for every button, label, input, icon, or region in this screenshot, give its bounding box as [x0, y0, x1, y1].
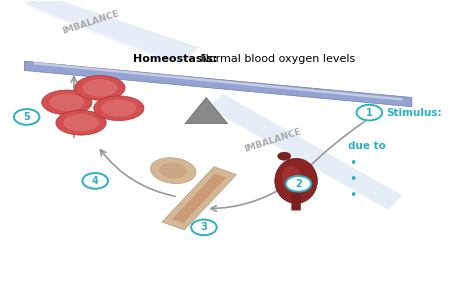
Circle shape [191, 220, 217, 235]
Polygon shape [34, 1, 180, 62]
Text: IMBALANCE: IMBALANCE [243, 127, 302, 154]
Circle shape [356, 105, 382, 120]
Ellipse shape [150, 158, 196, 184]
Ellipse shape [282, 166, 301, 190]
Polygon shape [34, 62, 402, 101]
Text: •: • [349, 189, 357, 202]
Text: 4: 4 [92, 176, 99, 186]
Polygon shape [185, 98, 228, 124]
Circle shape [82, 173, 108, 189]
Ellipse shape [101, 100, 137, 117]
Circle shape [286, 176, 311, 192]
Text: IMBALANCE: IMBALANCE [61, 9, 120, 36]
Text: Homeostasis:: Homeostasis: [133, 54, 218, 64]
Ellipse shape [278, 152, 291, 160]
Text: 5: 5 [23, 112, 30, 122]
Text: •: • [349, 157, 357, 170]
Ellipse shape [64, 114, 99, 131]
Ellipse shape [42, 90, 92, 115]
Polygon shape [172, 174, 226, 223]
Polygon shape [24, 61, 412, 107]
Text: 1: 1 [366, 107, 373, 118]
Polygon shape [24, 0, 199, 65]
Text: Stimulus:: Stimulus: [386, 107, 441, 118]
Ellipse shape [82, 79, 118, 97]
Circle shape [14, 109, 39, 125]
Ellipse shape [49, 94, 84, 111]
Text: Normal blood oxygen levels: Normal blood oxygen levels [197, 54, 355, 64]
FancyBboxPatch shape [292, 192, 301, 211]
Text: 3: 3 [201, 223, 207, 232]
Ellipse shape [94, 96, 144, 121]
Text: due to: due to [348, 141, 386, 151]
Ellipse shape [275, 158, 318, 204]
Text: 2: 2 [295, 179, 302, 189]
Polygon shape [162, 167, 237, 230]
Polygon shape [209, 94, 402, 210]
Ellipse shape [75, 76, 125, 100]
Ellipse shape [159, 162, 187, 179]
Text: •: • [349, 173, 357, 186]
Ellipse shape [56, 110, 106, 135]
